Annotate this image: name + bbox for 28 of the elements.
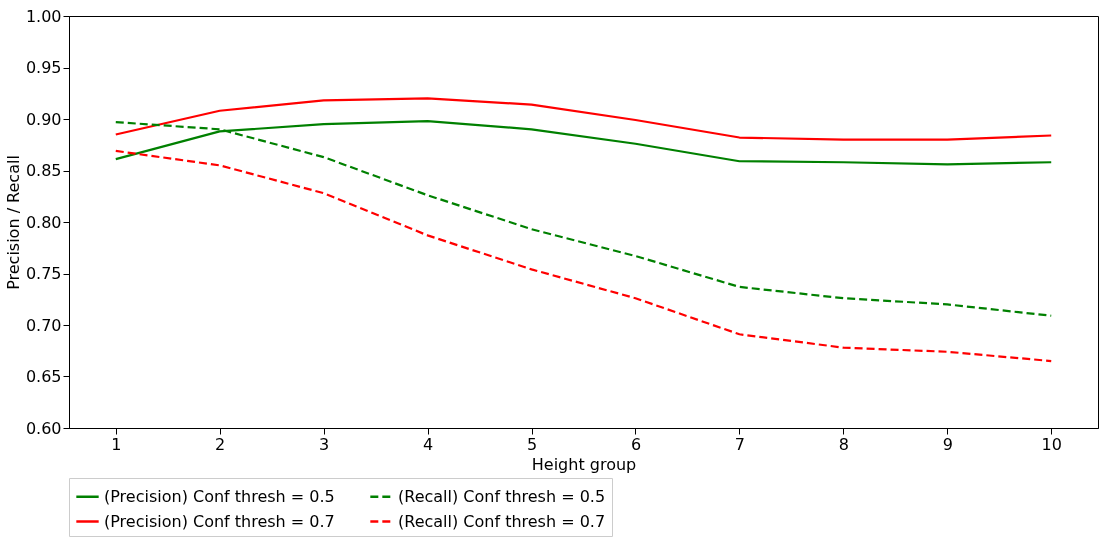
y-tick-label: 0.95 — [25, 58, 62, 77]
y-tick-label: 0.90 — [25, 109, 62, 129]
x-tick-label: 1 — [111, 434, 122, 454]
x-tick-label: 7 — [734, 434, 745, 454]
line-series — [114, 97, 1053, 141]
y-tick-label: 0.70 — [25, 315, 62, 335]
x-axis-title: Height group — [531, 454, 637, 474]
y-axis-title: Precision / Recall — [3, 155, 23, 290]
legend-label: (Recall) Conf thresh = 0.5 — [398, 486, 606, 506]
x-tick-label: 9 — [942, 434, 953, 454]
x-tick-label: 4 — [423, 434, 434, 454]
y-tick-label: 0.80 — [25, 212, 62, 232]
x-tick-label: 6 — [630, 434, 642, 454]
y-tick-label: 0.65 — [25, 367, 62, 386]
x-tick-label: 5 — [526, 434, 538, 454]
y-tick-label: 0.75 — [25, 264, 62, 283]
legend-label: (Precision) Conf thresh = 0.5 — [104, 486, 335, 506]
legend-label: (Precision) Conf thresh = 0.7 — [104, 511, 335, 531]
line-series — [114, 149, 1053, 363]
x-tick-label: 8 — [838, 434, 849, 454]
y-tick-label: 0.60 — [25, 418, 62, 438]
x-tick-label: 3 — [319, 434, 330, 454]
x-tick-label: 2 — [215, 434, 226, 454]
y-tick-label: 1.00 — [25, 6, 62, 26]
line-series — [114, 120, 1053, 317]
y-tick-label: 0.85 — [25, 161, 62, 180]
x-tick-label: 10 — [1041, 434, 1062, 454]
legend-label: (Recall) Conf thresh = 0.7 — [398, 511, 606, 531]
